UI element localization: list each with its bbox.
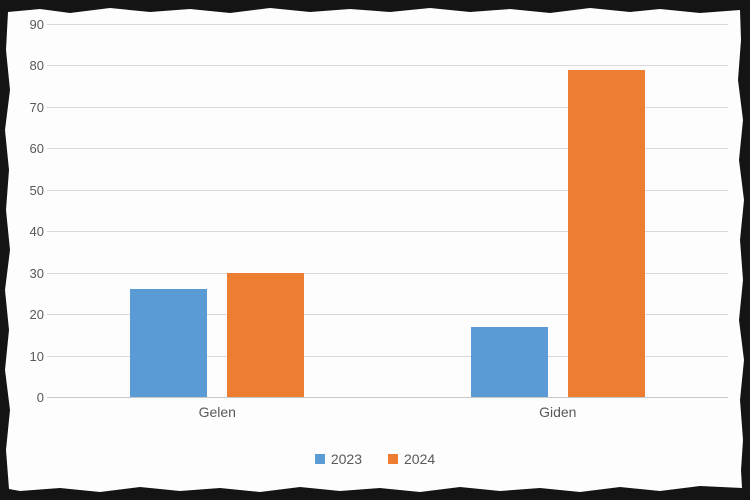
legend-swatch-2023 [314, 454, 325, 464]
y-tick-label: 10 [29, 348, 44, 364]
x-category-label-giden: Giden [539, 404, 577, 420]
y-tick-label: 60 [29, 141, 44, 157]
bar-2024-giden [567, 69, 645, 397]
bar-2023-gelen [130, 289, 208, 397]
gridline [47, 397, 728, 398]
y-tick-label: 90 [29, 17, 44, 32]
y-tick-label: 40 [29, 224, 44, 240]
y-tick-label: 20 [29, 307, 44, 323]
legend-item-2023: 2023 [314, 451, 362, 467]
gridline [47, 24, 728, 25]
legend-label: 2023 [330, 451, 362, 467]
legend-swatch-2024 [388, 454, 398, 464]
legend-label: 2024 [404, 451, 436, 467]
gridline [47, 65, 728, 67]
bar-2024-gelen [227, 272, 305, 397]
legend: 2023 2024 [0, 451, 750, 467]
legend-item-2024: 2024 [388, 451, 435, 467]
y-tick-label: 70 [29, 99, 44, 115]
y-tick-label: 80 [29, 58, 44, 74]
x-category-label-gelen: Gelen [198, 404, 236, 420]
plot-area [47, 24, 728, 398]
y-tick-label: 50 [29, 182, 44, 198]
y-tick-label: 30 [29, 265, 44, 281]
bar-2023-giden [470, 326, 548, 397]
y-tick-label: 0 [36, 390, 44, 405]
